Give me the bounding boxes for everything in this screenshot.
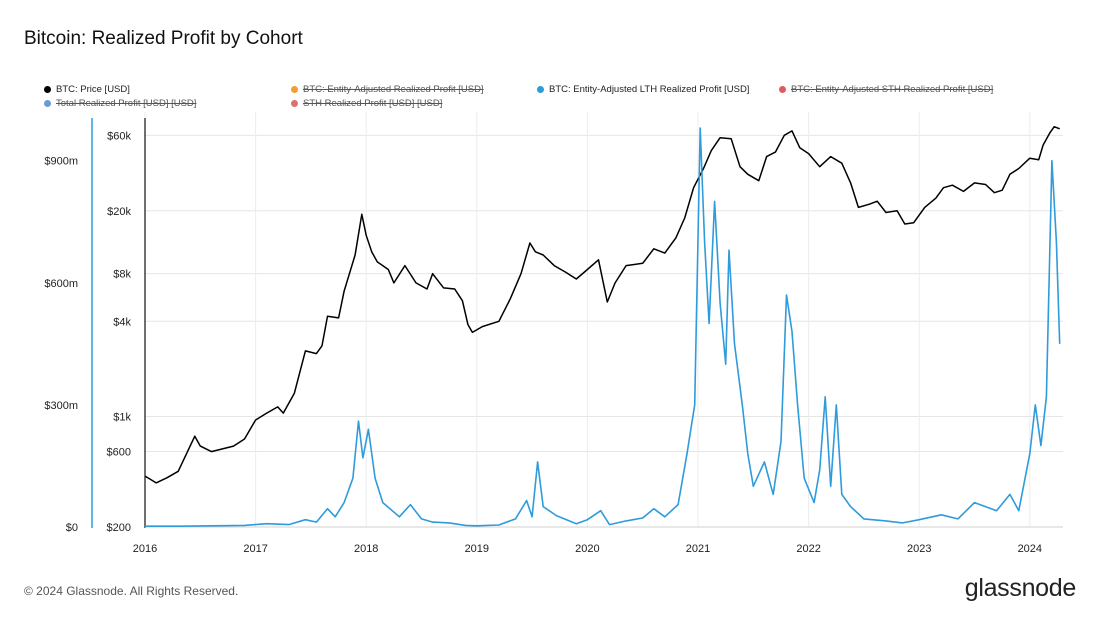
legend-item[interactable]: STH Realized Profit [USD] [USD]	[291, 98, 442, 109]
left-axis-tick-label: $900m	[44, 156, 78, 168]
price-axis-tick-label: $200	[107, 522, 131, 534]
chart-title: Bitcoin: Realized Profit by Cohort	[24, 28, 303, 49]
legend-item[interactable]: BTC: Price [USD]	[44, 84, 130, 95]
x-axis-tick-label: 2020	[575, 543, 599, 555]
price-axis-tick-label: $60k	[107, 130, 131, 142]
price-axis-tick-label: $20k	[107, 206, 131, 218]
x-axis-tick-label: 2024	[1018, 543, 1042, 555]
x-axis-tick-label: 2016	[133, 543, 157, 555]
legend-item[interactable]: BTC: Entity-Adjusted Realized Profit [US…	[291, 84, 484, 95]
x-axis-tick-label: 2019	[465, 543, 489, 555]
legend-swatch-icon	[779, 86, 786, 93]
x-axis-tick-label: 2017	[243, 543, 267, 555]
price-axis-tick-label: $1k	[113, 411, 131, 423]
btc-price-line	[144, 125, 1060, 484]
legend-label: BTC: Entity-Adjusted STH Realized Profit…	[791, 84, 994, 95]
price-axis-tick-label: $8k	[113, 269, 131, 281]
price-axis-tick-label: $4k	[113, 316, 131, 328]
price-axis-tick-label: $600	[107, 447, 131, 459]
legend-label: BTC: Entity-Adjusted LTH Realized Profit…	[549, 84, 750, 95]
legend-label: BTC: Price [USD]	[56, 84, 130, 95]
x-axis-tick-label: 2021	[686, 543, 710, 555]
legend: BTC: Price [USD] BTC: Entity-Adjusted Rea…	[44, 84, 1084, 116]
legend-swatch-icon	[291, 100, 298, 107]
legend-label: Total Realized Profit [USD] [USD]	[56, 98, 197, 109]
copyright-footer: © 2024 Glassnode. All Rights Reserved.	[24, 584, 239, 598]
legend-swatch-icon	[537, 86, 544, 93]
left-axis-tick-label: $600m	[44, 278, 78, 290]
x-axis-tick-label: 2023	[907, 543, 931, 555]
legend-item[interactable]: BTC: Entity-Adjusted STH Realized Profit…	[779, 84, 993, 95]
legend-swatch-icon	[44, 86, 51, 93]
legend-swatch-icon	[291, 86, 298, 93]
x-axis-tick-label: 2018	[354, 543, 378, 555]
legend-item[interactable]: BTC: Entity-Adjusted LTH Realized Profit…	[537, 84, 749, 95]
legend-label: BTC: Entity-Adjusted Realized Profit [US…	[303, 84, 484, 95]
legend-swatch-icon	[44, 100, 51, 107]
legend-label: STH Realized Profit [USD] [USD]	[303, 98, 443, 109]
legend-item[interactable]: Total Realized Profit [USD] [USD]	[44, 98, 196, 109]
left-axis-tick-label: $300m	[44, 400, 78, 412]
x-axis-tick-label: 2022	[796, 543, 820, 555]
glassnode-logo: glassnode	[964, 574, 1077, 602]
left-axis-tick-label: $0	[66, 522, 78, 534]
lth-realized-profit-line	[145, 127, 1061, 527]
